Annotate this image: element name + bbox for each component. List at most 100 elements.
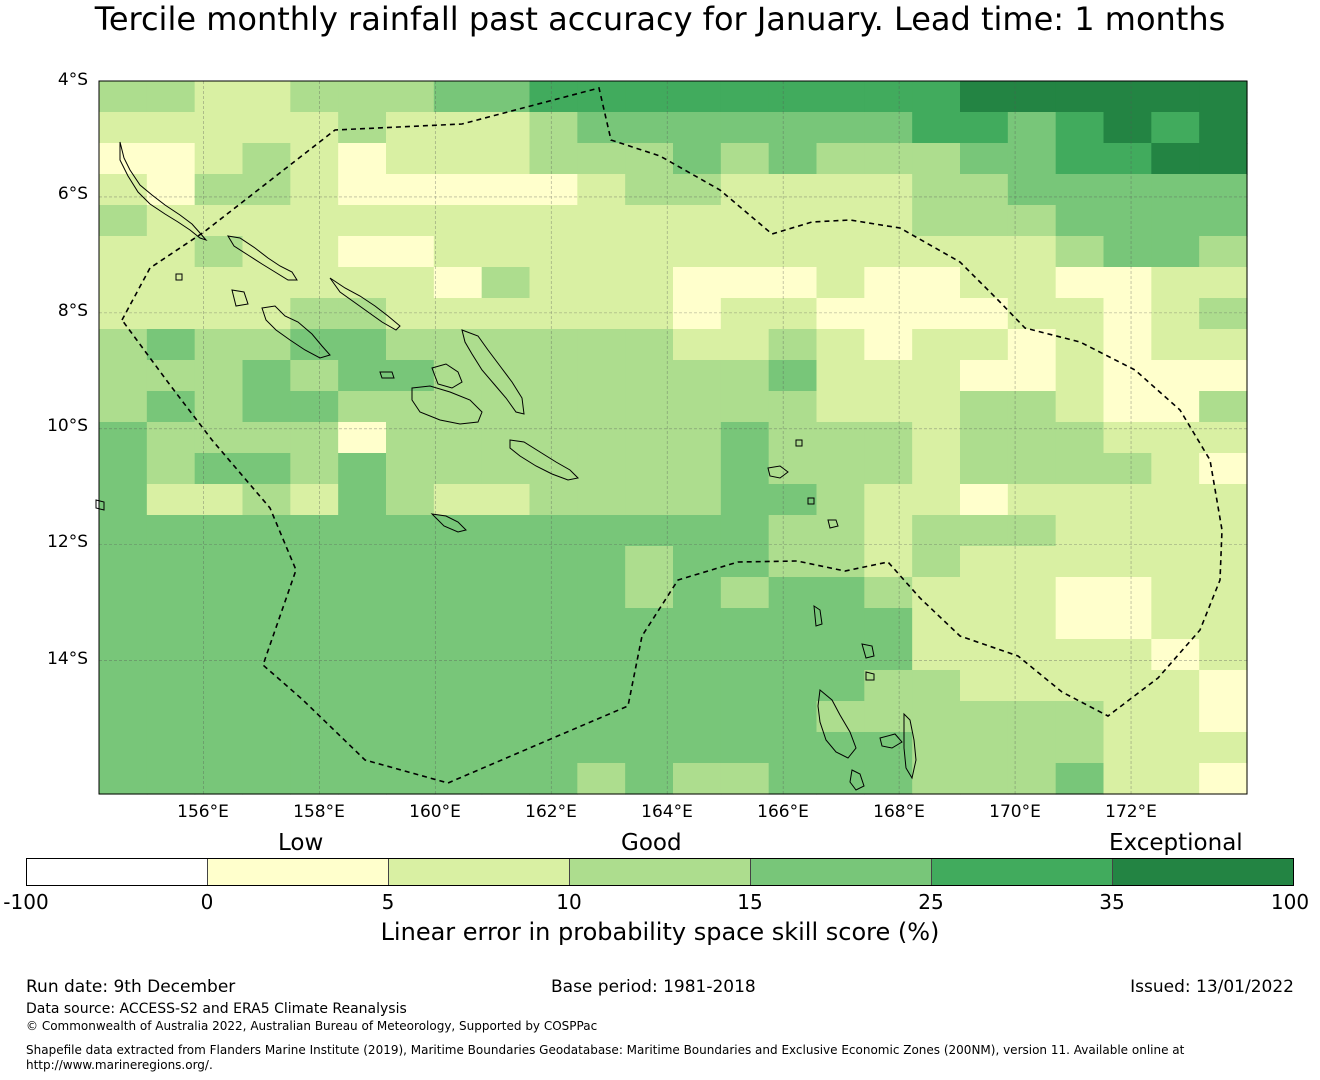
skill-cell: [768, 608, 818, 640]
skill-cell: [481, 143, 531, 175]
skill-cell: [290, 639, 339, 671]
skill-cell: [529, 732, 578, 764]
skill-cell: [768, 639, 818, 671]
skill-cell: [194, 515, 244, 547]
skill-cell: [99, 577, 148, 609]
skill-cell: [194, 763, 244, 795]
skill-cell: [290, 205, 339, 237]
skill-cell: [864, 236, 913, 268]
skill-cell: [194, 143, 244, 175]
skill-cell: [194, 360, 244, 392]
skill-cell: [768, 112, 818, 144]
skill-cell: [864, 298, 913, 330]
skill-cell: [1055, 484, 1105, 516]
skill-cell: [290, 732, 339, 764]
skill-cell: [720, 732, 770, 764]
skill-cell: [1007, 577, 1057, 609]
skill-cell: [864, 763, 913, 795]
skill-cell: [481, 732, 531, 764]
skill-cell: [864, 701, 913, 733]
skill-cell: [912, 515, 961, 547]
skill-cell: [577, 267, 626, 299]
skill-cell: [912, 81, 961, 113]
skill-cell: [529, 298, 578, 330]
skill-cell: [1055, 608, 1105, 640]
skill-cell: [481, 763, 531, 795]
skill-cell: [433, 701, 483, 733]
skill-cell: [1007, 112, 1057, 144]
skill-cell: [1199, 391, 1248, 423]
skill-cell: [1007, 267, 1057, 299]
skill-cell: [768, 763, 818, 795]
skill-cell: [816, 484, 865, 516]
skill-cell: [1199, 422, 1248, 454]
colorbar-segment: [1113, 859, 1293, 885]
skill-cell: [1151, 701, 1200, 733]
skill-cell: [577, 236, 626, 268]
skill-cell: [1055, 422, 1105, 454]
data-source: Data source: ACCESS-S2 and ERA5 Climate …: [26, 1001, 407, 1017]
colorbar: [26, 858, 1294, 886]
skill-cell: [1199, 546, 1248, 578]
island-small-1: [813, 604, 823, 627]
skill-cell: [912, 453, 961, 485]
skill-cell: [242, 701, 291, 733]
skill-cell: [194, 112, 244, 144]
colorbar-segment: [208, 859, 389, 885]
skill-cell: [912, 577, 961, 609]
skill-cell: [673, 298, 722, 330]
skill-cell: [481, 360, 531, 392]
skill-cell: [433, 112, 483, 144]
skill-cell: [529, 546, 578, 578]
skill-cell: [433, 484, 483, 516]
skill-cell: [960, 174, 1009, 206]
skill-cell: [1103, 391, 1152, 423]
skill-cell: [194, 174, 244, 206]
skill-cell: [99, 670, 148, 702]
skill-cell: [720, 701, 770, 733]
skill-cell: [1055, 639, 1105, 671]
skill-cell: [1055, 701, 1105, 733]
coastlines: [95, 141, 917, 791]
skill-cell: [720, 81, 770, 113]
skill-cell: [433, 515, 483, 547]
skill-cell: [338, 205, 387, 237]
skill-cell: [1007, 81, 1057, 113]
skill-cell: [768, 515, 818, 547]
skill-cell: [768, 174, 818, 206]
skill-cell: [338, 453, 387, 485]
legend-category-exceptional: Exceptional: [1109, 830, 1243, 856]
lon-label-158e: 158°E: [293, 802, 345, 822]
skill-cell: [338, 484, 387, 516]
skill-cell: [720, 112, 770, 144]
skill-cell: [1103, 701, 1152, 733]
skill-cell: [1199, 639, 1248, 671]
skill-cell: [577, 484, 626, 516]
skill-cell: [1007, 422, 1057, 454]
skill-cell: [673, 205, 722, 237]
skill-cell: [386, 732, 435, 764]
skill-cell: [673, 360, 722, 392]
skill-cell: [386, 329, 435, 361]
island-small-2: [865, 671, 875, 681]
skill-cell: [481, 670, 531, 702]
skill-cell: [912, 174, 961, 206]
skill-cell: [1007, 453, 1057, 485]
skill-cell: [1151, 81, 1200, 113]
skill-cell: [529, 670, 578, 702]
skill-cell: [1151, 143, 1200, 175]
skill-cell: [960, 329, 1009, 361]
skill-cell: [625, 763, 674, 795]
skill-cell: [960, 484, 1009, 516]
skill-cell: [433, 329, 483, 361]
skill-cell: [673, 391, 722, 423]
skill-cell: [1055, 329, 1105, 361]
skill-cell: [625, 174, 674, 206]
skill-cell: [481, 546, 531, 578]
skill-cell: [146, 298, 196, 330]
skill-cell: [386, 81, 435, 113]
skill-cell: [720, 360, 770, 392]
skill-cell: [960, 763, 1009, 795]
skill-cell: [625, 701, 674, 733]
island-makira: [509, 439, 580, 481]
